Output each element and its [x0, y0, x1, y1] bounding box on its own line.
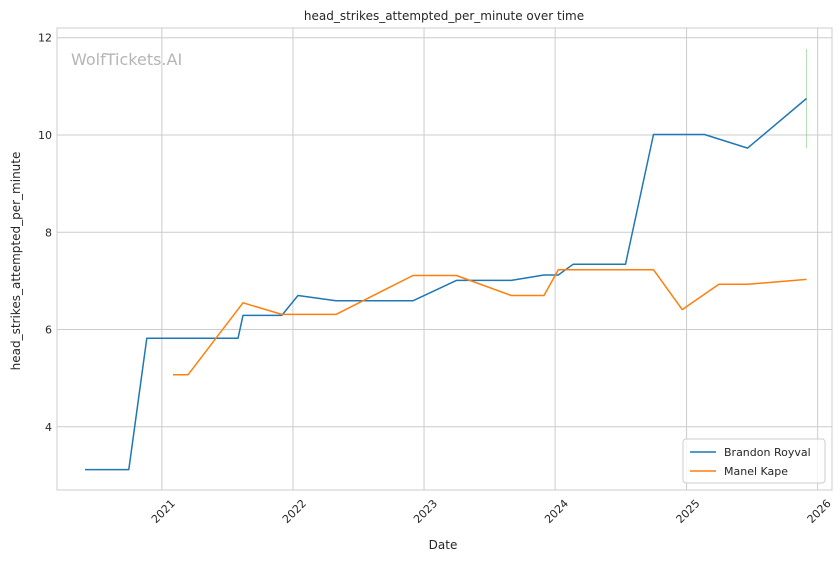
watermark: WolfTickets.AI	[71, 50, 182, 69]
legend: Brandon Royval Manel Kape	[682, 438, 826, 484]
chart-title: head_strikes_attempted_per_minute over t…	[304, 9, 584, 23]
y-tick-label: 12	[38, 32, 52, 45]
x-axis-label: Date	[429, 538, 458, 552]
y-tick-label: 10	[38, 129, 52, 142]
legend-label: Manel Kape	[724, 465, 788, 478]
legend-label: Brandon Royval	[724, 446, 811, 459]
y-tick-label: 8	[45, 226, 52, 239]
series-line	[173, 268, 807, 376]
y-tick-label: 4	[45, 421, 52, 434]
legend-box	[682, 438, 826, 484]
plot-frame	[56, 27, 833, 491]
y-axis-label: head_strikes_attempted_per_minute	[9, 152, 23, 371]
series-line	[85, 97, 807, 471]
y-tick-label: 6	[45, 324, 52, 337]
